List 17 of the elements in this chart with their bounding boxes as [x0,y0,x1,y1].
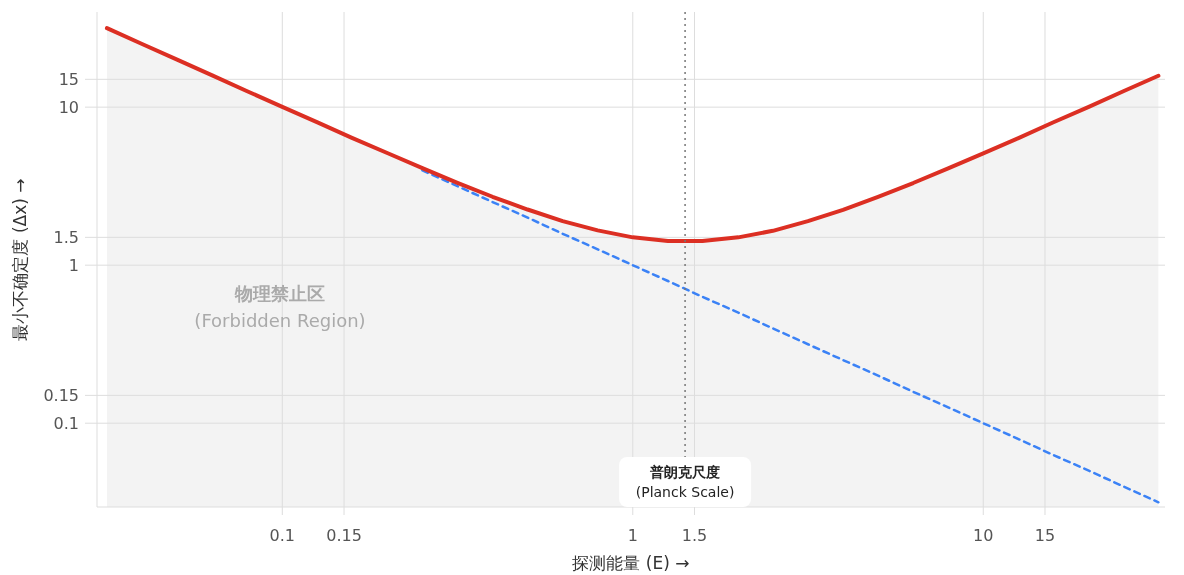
y-tick-label: 10 [58,97,79,117]
x-tick-label: 10 [973,526,994,545]
x-tick-label: 0.1 [269,526,296,545]
x-tick-label: 1.5 [681,526,708,545]
y-tick-label: 15 [58,69,79,89]
y-tick-label: 1.5 [53,227,79,247]
ref-line-label: 普朗克尺度 (Planck Scale) [635,464,735,500]
x-tick-label: 1 [627,526,638,545]
x-tick-label: 0.15 [326,526,362,545]
y-tick-label: 0.15 [43,385,79,405]
annotation: 物理禁止区 (Forbidden Region) [194,283,366,331]
y-axis-title: 最小不确定度 (Δx) → [10,178,30,341]
line-series [421,169,1160,504]
y-tick-label: 1 [68,255,79,275]
x-axis-title: 探测能量 (E) → [572,553,690,573]
x-tick-label: 15 [1034,526,1056,545]
y-tick-label: 0.1 [53,413,79,433]
